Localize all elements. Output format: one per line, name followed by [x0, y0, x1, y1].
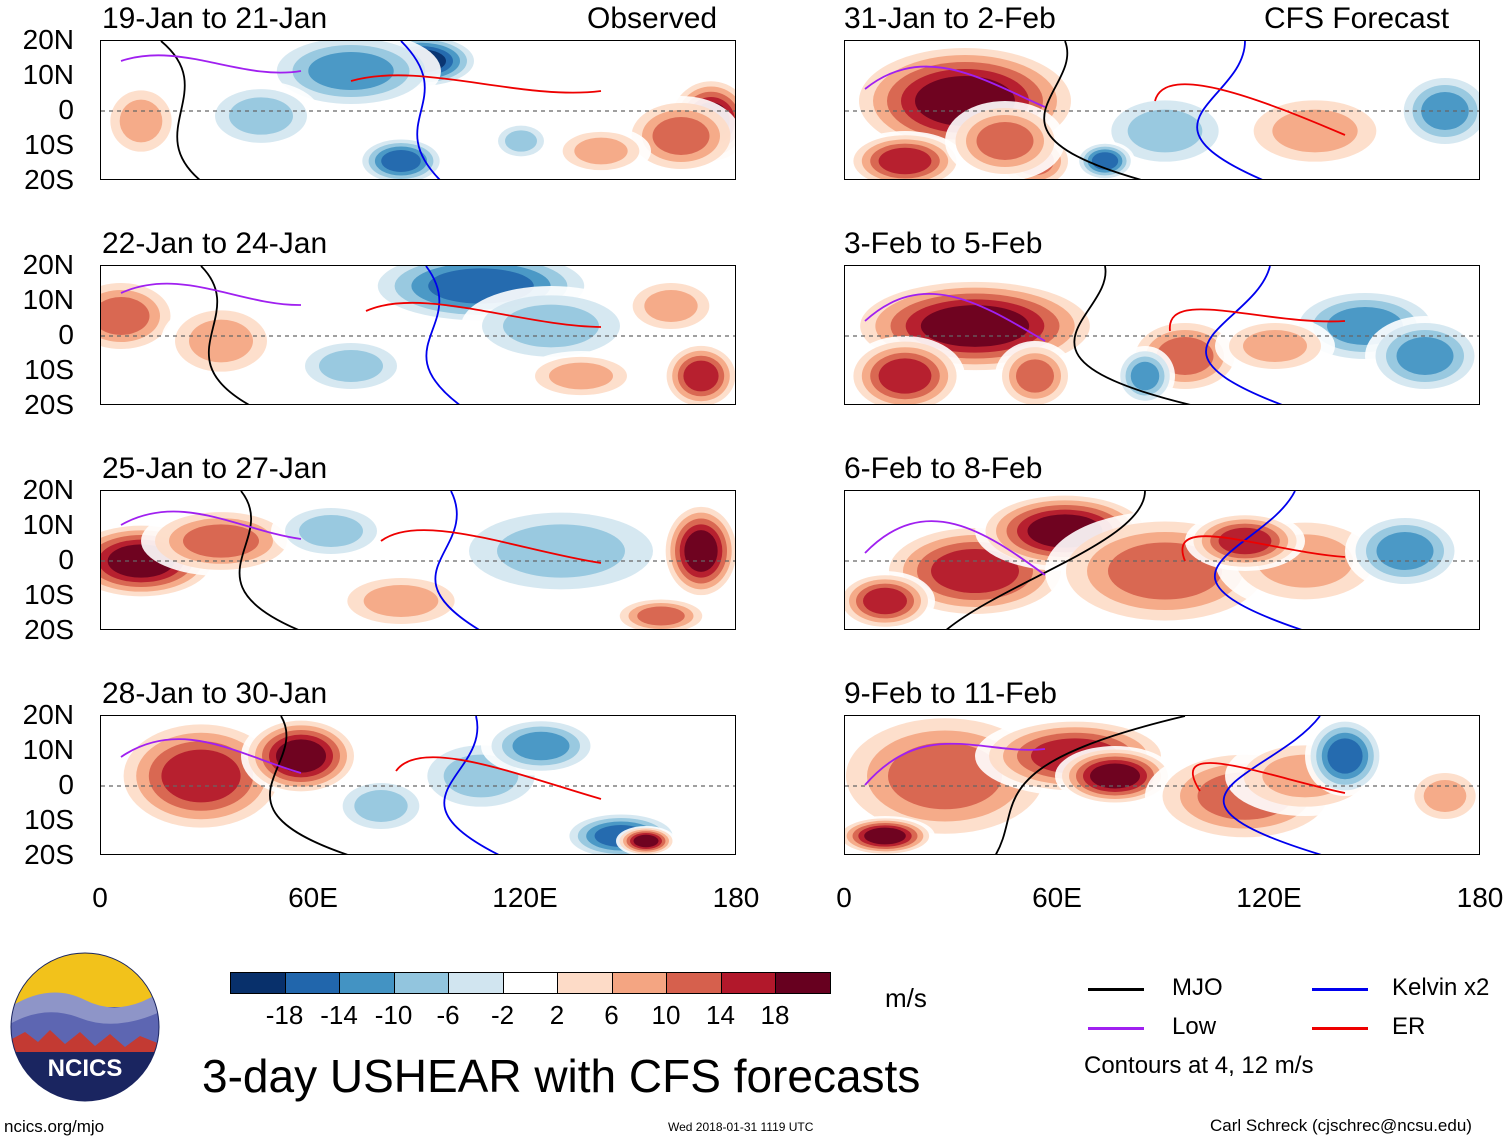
colorbar-swatch — [557, 972, 613, 994]
map-panel-8 — [844, 715, 1480, 855]
y-tick-label: 10S — [24, 354, 74, 385]
colorbar-label: 2 — [549, 1000, 565, 1030]
y-tick-label: 0 — [58, 319, 74, 350]
colorbar-swatch — [339, 972, 395, 994]
panel-title: 22-Jan to 24-Jan — [102, 227, 328, 260]
colorbar-label: 18 — [760, 1000, 790, 1030]
y-tick-label: 20S — [24, 164, 74, 195]
colorbar-swatch — [502, 972, 558, 994]
colorbar-label: -2 — [490, 1000, 515, 1030]
panel-title: 3-Feb to 5-Feb — [844, 227, 1043, 260]
panel-title: 6-Feb to 8-Feb — [844, 452, 1043, 485]
y-tick-label: 10N — [22, 509, 74, 540]
y-tick-label: 20N — [22, 249, 74, 280]
footer-timestamp: Wed 2018-01-31 1119 UTC — [668, 1120, 814, 1134]
map-panel-7 — [844, 490, 1480, 630]
shear-field — [845, 491, 1479, 629]
legend-line-kelvin — [1312, 988, 1368, 991]
shear-field — [101, 41, 735, 179]
legend-line-mjo — [1088, 988, 1144, 991]
colorbar-swatch — [230, 972, 286, 994]
colorbar-swatch — [666, 972, 722, 994]
y-tick-label: 20N — [22, 699, 74, 730]
panel-title: 28-Jan to 30-Jan — [102, 677, 328, 710]
colorbar-swatch — [284, 972, 340, 994]
map-panel-2 — [100, 265, 736, 405]
logo-text: NCICS — [48, 1055, 123, 1082]
legend-label-low: Low — [1172, 1013, 1217, 1040]
footer-author: Carl Schreck (cjschrec@ncsu.edu) — [1210, 1116, 1472, 1135]
shear-field — [101, 491, 735, 629]
legend-label-kelvin: Kelvin x2 — [1392, 974, 1490, 1001]
panel-title: 19-Jan to 21-Jan — [102, 2, 328, 35]
y-tick-label: 10N — [22, 284, 74, 315]
colorbar-swatch — [720, 972, 776, 994]
shear-field — [845, 716, 1479, 854]
map-panel-3 — [100, 490, 736, 630]
observed-label: Observed — [587, 2, 718, 35]
colorbar-label: 6 — [604, 1000, 619, 1030]
colorbar-swatch — [448, 972, 504, 994]
x-tick-label: 60E — [288, 882, 338, 913]
map-panel-5 — [844, 40, 1480, 180]
ncics-logo: NCICS — [10, 952, 160, 1102]
x-tick-label: 180 — [712, 882, 760, 913]
colorbar-swatch — [775, 972, 831, 994]
colorbar-label: 14 — [706, 1000, 735, 1030]
y-tick-label: 0 — [58, 769, 74, 800]
colorbar-label: -10 — [374, 1000, 413, 1030]
legend-line-er — [1312, 1027, 1368, 1030]
map-panel-6 — [844, 265, 1480, 405]
colorbar-label: 10 — [651, 1000, 681, 1030]
colorbar-swatch — [611, 972, 667, 994]
footer-url: ncics.org/mjo — [4, 1117, 105, 1136]
figure-title: 3-day USHEAR with CFS forecasts — [202, 1050, 921, 1102]
y-tick-label: 20S — [24, 389, 74, 420]
y-tick-label: 10S — [24, 129, 74, 160]
panel-title: 25-Jan to 27-Jan — [102, 452, 328, 485]
y-tick-label: 10S — [24, 804, 74, 835]
shear-field — [845, 41, 1479, 179]
map-panel-1 — [100, 40, 736, 180]
x-tick-label: 120E — [1236, 882, 1302, 913]
legend-label-mjo: MJO — [1172, 974, 1223, 1001]
y-tick-label: 20S — [24, 614, 74, 645]
shear-field — [845, 266, 1479, 404]
y-tick-label: 0 — [58, 94, 74, 125]
legend-line-low — [1088, 1027, 1144, 1030]
contour-note: Contours at 4, 12 m/s — [1084, 1052, 1314, 1079]
shear-field — [101, 266, 735, 404]
panel-title: 31-Jan to 2-Feb — [844, 2, 1056, 35]
x-tick-label: 60E — [1032, 882, 1082, 913]
colorbar-label: -6 — [436, 1000, 460, 1030]
y-tick-label: 20S — [24, 839, 74, 870]
colorbar-swatch — [393, 972, 449, 994]
x-tick-label: 120E — [492, 882, 558, 913]
y-tick-label: 20N — [22, 474, 74, 505]
map-panel-4 — [100, 715, 736, 855]
colorbar-label: -14 — [320, 1000, 358, 1030]
y-tick-label: 10N — [22, 59, 74, 90]
colorbar-label: -18 — [265, 1000, 304, 1030]
legend-label-er: ER — [1392, 1013, 1426, 1040]
forecast-label: CFS Forecast — [1264, 2, 1450, 35]
y-tick-label: 10N — [22, 734, 74, 765]
shear-field — [101, 716, 735, 854]
y-tick-label: 20N — [22, 24, 74, 55]
units-label: m/s — [885, 983, 927, 1013]
panel-title: 9-Feb to 11-Feb — [844, 677, 1057, 710]
y-tick-label: 0 — [58, 544, 74, 575]
x-tick-label: 0 — [836, 882, 852, 913]
x-tick-label: 0 — [92, 882, 108, 913]
x-tick-label: 180 — [1456, 882, 1504, 913]
y-tick-label: 10S — [24, 579, 74, 610]
